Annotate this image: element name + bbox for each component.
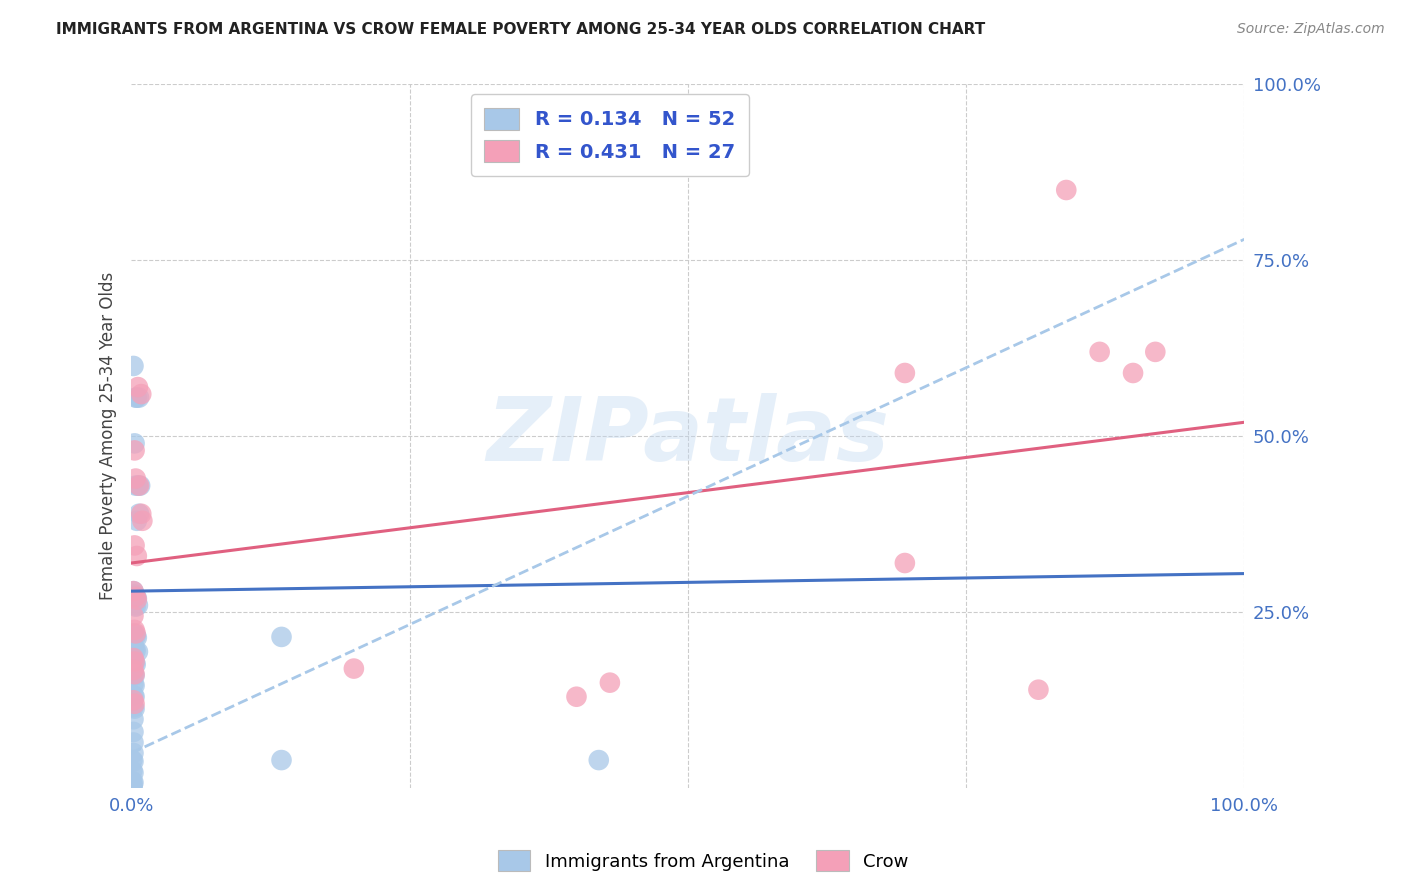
Point	[565, 690, 588, 704]
Point	[124, 678, 146, 692]
Point	[122, 584, 145, 599]
Point	[122, 693, 145, 707]
Point	[122, 667, 145, 681]
Point	[125, 626, 148, 640]
Point	[129, 387, 152, 401]
Point	[127, 599, 149, 613]
Point	[122, 700, 145, 714]
Point	[124, 697, 146, 711]
Point	[894, 366, 917, 380]
Point	[124, 436, 146, 450]
Point	[122, 655, 145, 669]
Point	[124, 702, 146, 716]
Point	[128, 507, 150, 521]
Point	[125, 391, 148, 405]
Point	[122, 755, 145, 769]
Point	[125, 629, 148, 643]
Point	[124, 667, 146, 681]
Point	[124, 443, 146, 458]
Point	[599, 675, 621, 690]
Point	[124, 690, 146, 704]
Point	[121, 779, 143, 793]
Point	[124, 628, 146, 642]
Point	[122, 725, 145, 739]
Point	[343, 662, 366, 676]
Text: ZIPatlas: ZIPatlas	[486, 392, 890, 480]
Point	[127, 478, 149, 492]
Point	[122, 689, 145, 703]
Point	[125, 591, 148, 606]
Point	[124, 668, 146, 682]
Point	[125, 599, 148, 614]
Point	[122, 584, 145, 599]
Text: Source: ZipAtlas.com: Source: ZipAtlas.com	[1237, 22, 1385, 37]
Point	[127, 645, 149, 659]
Point	[128, 478, 150, 492]
Point	[129, 507, 152, 521]
Point	[122, 677, 145, 691]
Point	[1054, 183, 1077, 197]
Point	[124, 656, 146, 670]
Point	[122, 608, 145, 623]
Point	[121, 780, 143, 794]
Point	[128, 391, 150, 405]
Point	[122, 746, 145, 760]
Point	[121, 774, 143, 789]
Point	[1122, 366, 1144, 380]
Y-axis label: Female Poverty Among 25-34 Year Olds: Female Poverty Among 25-34 Year Olds	[100, 272, 117, 600]
Point	[125, 472, 148, 486]
Point	[125, 592, 148, 607]
Point	[125, 391, 148, 405]
Point	[124, 655, 146, 669]
Point	[122, 663, 145, 677]
Point	[1144, 344, 1167, 359]
Point	[127, 380, 149, 394]
Point	[125, 590, 148, 604]
Point	[122, 640, 145, 655]
Point	[125, 514, 148, 528]
Point	[1088, 344, 1111, 359]
Point	[124, 538, 146, 552]
Point	[588, 753, 610, 767]
Point	[122, 775, 145, 789]
Point	[122, 626, 145, 640]
Point	[124, 641, 146, 656]
Legend: Immigrants from Argentina, Crow: Immigrants from Argentina, Crow	[491, 843, 915, 879]
Point	[129, 478, 152, 492]
Point	[124, 588, 146, 602]
Point	[122, 651, 145, 665]
Point	[122, 765, 145, 780]
Point	[125, 590, 148, 604]
Point	[121, 778, 143, 792]
Point	[1028, 682, 1050, 697]
Point	[121, 764, 143, 778]
Point	[125, 631, 148, 645]
Point	[121, 753, 143, 767]
Point	[270, 630, 292, 644]
Point	[125, 643, 148, 657]
Point	[125, 549, 148, 563]
Text: IMMIGRANTS FROM ARGENTINA VS CROW FEMALE POVERTY AMONG 25-34 YEAR OLDS CORRELATI: IMMIGRANTS FROM ARGENTINA VS CROW FEMALE…	[56, 22, 986, 37]
Point	[124, 599, 146, 613]
Point	[125, 657, 148, 672]
Point	[122, 735, 145, 749]
Point	[125, 478, 148, 492]
Point	[122, 712, 145, 726]
Point	[270, 753, 292, 767]
Point	[124, 623, 146, 637]
Legend: R = 0.134   N = 52, R = 0.431   N = 27: R = 0.134 N = 52, R = 0.431 N = 27	[471, 95, 749, 176]
Point	[894, 556, 917, 570]
Point	[122, 359, 145, 373]
Point	[131, 514, 153, 528]
